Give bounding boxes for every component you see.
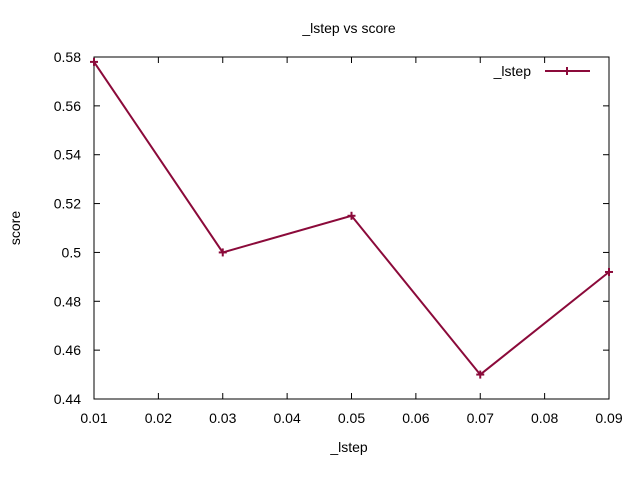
chart-title: _lstep vs score: [301, 20, 396, 36]
x-tick-label: 0.07: [467, 410, 494, 426]
y-tick-label: 0.46: [54, 342, 81, 358]
y-tick-label: 0.54: [54, 147, 81, 163]
data-point-marker: [347, 211, 356, 220]
x-tick-label: 0.03: [209, 410, 236, 426]
x-axis-label-text: _lstep: [329, 439, 368, 455]
legend-marker: [563, 67, 571, 75]
chart-title-text: _lstep vs score: [301, 20, 396, 36]
x-tick-label: 0.01: [80, 410, 107, 426]
data-point-marker: [90, 57, 98, 66]
x-tick-label: 0.08: [531, 410, 558, 426]
x-tick-label: 0.04: [274, 410, 301, 426]
y-axis-ticks: 0.44 0.46 0.48 0.5 0.52 0.54 0.56 0.58: [54, 49, 609, 407]
data-point-marker: [605, 267, 613, 276]
y-tick-label: 0.44: [54, 391, 81, 407]
data-point-marker: [218, 248, 227, 257]
y-tick-label: 0.56: [54, 98, 81, 114]
y-axis-label: score: [7, 211, 23, 245]
series-layer: [90, 57, 613, 379]
x-tick-label: 0.09: [595, 410, 622, 426]
y-tick-label: 0.52: [54, 196, 81, 212]
data-point-marker: [476, 370, 485, 379]
y-tick-label: 0.58: [54, 49, 81, 65]
x-tick-label: 0.05: [338, 410, 365, 426]
legend-label: _lstep: [493, 63, 532, 79]
y-tick-label: 0.48: [54, 293, 81, 309]
x-axis-label: _lstep: [329, 439, 368, 455]
y-tick-label: 0.5: [62, 244, 82, 260]
x-axis-ticks: 0.01 0.02 0.03 0.04 0.05 0.06 0.07 0.08 0.09: [80, 57, 623, 426]
y-axis-label-text: score: [7, 211, 23, 245]
x-tick-label: 0.02: [145, 410, 172, 426]
x-tick-label: 0.06: [402, 410, 429, 426]
legend: _lstep: [493, 63, 590, 79]
plot-frame: [93, 56, 610, 400]
